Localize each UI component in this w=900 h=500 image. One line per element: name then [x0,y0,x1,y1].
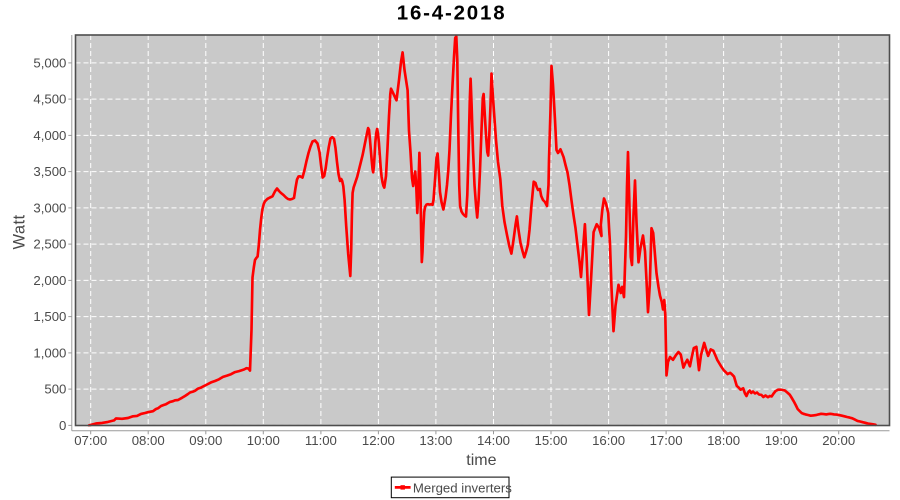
svg-text:14:00: 14:00 [477,433,510,448]
svg-text:19:00: 19:00 [765,433,798,448]
svg-text:15:00: 15:00 [534,433,567,448]
svg-text:1,000: 1,000 [33,345,66,360]
svg-text:500: 500 [44,382,66,397]
svg-text:Merged inverters: Merged inverters [413,480,512,495]
svg-text:4,500: 4,500 [33,92,66,107]
svg-text:07:00: 07:00 [74,433,107,448]
svg-text:0: 0 [59,418,66,433]
svg-text:4,000: 4,000 [33,128,66,143]
svg-text:18:00: 18:00 [707,433,740,448]
svg-text:Watt: Watt [10,215,28,250]
svg-text:12:00: 12:00 [362,433,395,448]
svg-text:5,000: 5,000 [33,55,66,70]
svg-text:1,500: 1,500 [33,309,66,324]
svg-text:3,500: 3,500 [33,164,66,179]
svg-text:08:00: 08:00 [132,433,165,448]
svg-text:20:00: 20:00 [822,433,855,448]
svg-text:13:00: 13:00 [419,433,452,448]
svg-text:10:00: 10:00 [247,433,280,448]
svg-text:09:00: 09:00 [189,433,222,448]
svg-text:time: time [466,452,496,469]
svg-text:17:00: 17:00 [650,433,683,448]
svg-text:16-4-2018: 16-4-2018 [397,2,507,25]
svg-text:2,000: 2,000 [33,273,66,288]
svg-text:11:00: 11:00 [305,433,337,448]
svg-text:16:00: 16:00 [592,433,625,448]
svg-text:2,500: 2,500 [33,237,66,252]
svg-text:3,000: 3,000 [33,200,66,215]
